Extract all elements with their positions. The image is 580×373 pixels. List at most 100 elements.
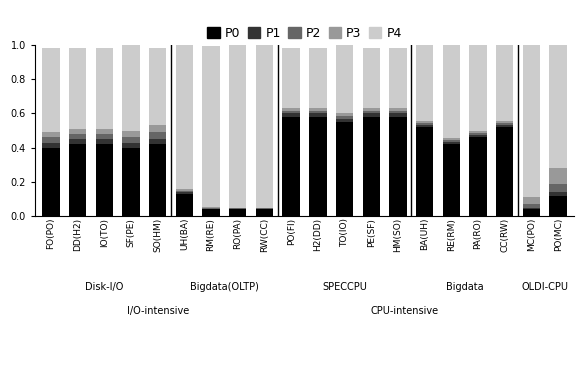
Bar [496, 121, 513, 123]
Bar [96, 48, 113, 129]
Bar [176, 192, 193, 194]
Bar [122, 45, 140, 131]
Bar [149, 132, 166, 139]
Bar [42, 48, 60, 132]
Bar [69, 129, 86, 134]
Bar [122, 131, 140, 137]
Bar [202, 209, 220, 210]
Bar [523, 210, 540, 216]
Bar [282, 48, 300, 108]
Bar [229, 209, 246, 210]
Bar [362, 113, 380, 117]
Bar [149, 48, 166, 125]
Bar [389, 111, 407, 113]
Bar [362, 117, 380, 216]
Bar [42, 137, 60, 142]
Bar [496, 125, 513, 127]
Bar [496, 127, 513, 216]
Bar [202, 208, 220, 209]
Bar [69, 134, 86, 139]
Bar [96, 139, 113, 144]
Bar [282, 111, 300, 113]
Bar [336, 119, 353, 122]
Bar [523, 45, 540, 197]
Bar [549, 192, 567, 196]
Text: Bigdata(OLTP): Bigdata(OLTP) [190, 282, 259, 292]
Bar [523, 204, 540, 208]
Bar [469, 133, 487, 135]
Text: SPECCPU: SPECCPU [322, 282, 367, 292]
Bar [362, 111, 380, 113]
Bar [122, 142, 140, 148]
Bar [336, 122, 353, 216]
Bar [282, 113, 300, 117]
Bar [229, 208, 246, 209]
Bar [389, 113, 407, 117]
Bar [469, 135, 487, 137]
Bar [256, 45, 273, 208]
Bar [336, 116, 353, 119]
Bar [309, 113, 327, 117]
Bar [229, 210, 246, 216]
Bar [42, 132, 60, 137]
Bar [149, 144, 166, 216]
Bar [549, 184, 567, 192]
Bar [309, 48, 327, 108]
Bar [496, 45, 513, 121]
Bar [282, 108, 300, 111]
Bar [256, 209, 273, 210]
Bar [176, 45, 193, 189]
Bar [389, 48, 407, 108]
Text: I/O-intensive: I/O-intensive [126, 305, 188, 316]
Bar [256, 210, 273, 216]
Bar [309, 117, 327, 216]
Bar [96, 144, 113, 216]
Bar [202, 47, 220, 207]
Bar [202, 210, 220, 216]
Bar [389, 117, 407, 216]
Bar [523, 197, 540, 204]
Bar [389, 108, 407, 111]
Bar [496, 123, 513, 125]
Bar [416, 127, 433, 216]
Bar [229, 45, 246, 208]
Legend: P0, P1, P2, P3, P4: P0, P1, P2, P3, P4 [202, 22, 407, 45]
Bar [336, 45, 353, 113]
Bar [176, 189, 193, 191]
Bar [176, 191, 193, 192]
Bar [96, 134, 113, 139]
Bar [443, 140, 460, 142]
Bar [336, 113, 353, 116]
Text: OLDI-CPU: OLDI-CPU [521, 282, 568, 292]
Bar [362, 48, 380, 108]
Bar [256, 208, 273, 209]
Bar [443, 45, 460, 138]
Bar [149, 139, 166, 144]
Bar [416, 123, 433, 125]
Bar [443, 142, 460, 144]
Bar [282, 117, 300, 216]
Bar [443, 138, 460, 140]
Bar [362, 108, 380, 111]
Bar [149, 125, 166, 132]
Bar [469, 131, 487, 133]
Bar [96, 129, 113, 134]
Bar [549, 168, 567, 184]
Bar [523, 208, 540, 210]
Bar [443, 144, 460, 216]
Bar [309, 108, 327, 111]
Bar [416, 45, 433, 121]
Bar [176, 194, 193, 216]
Bar [309, 111, 327, 113]
Bar [69, 144, 86, 216]
Text: CPU-intensive: CPU-intensive [371, 305, 438, 316]
Bar [549, 45, 567, 168]
Bar [69, 139, 86, 144]
Bar [122, 148, 140, 216]
Text: Disk-I/O: Disk-I/O [85, 282, 124, 292]
Bar [202, 207, 220, 208]
Bar [42, 142, 60, 148]
Bar [469, 137, 487, 216]
Bar [416, 125, 433, 127]
Bar [122, 137, 140, 142]
